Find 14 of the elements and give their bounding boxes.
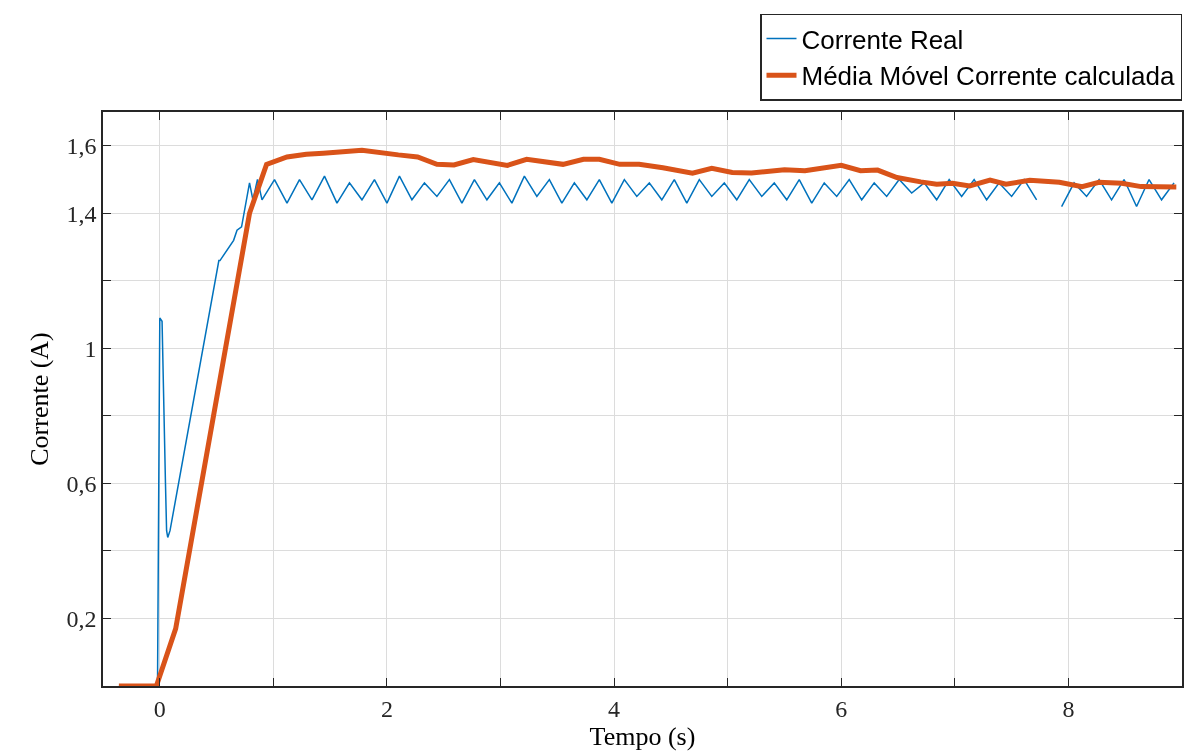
y-tick-label: 0,6 (66, 470, 97, 497)
x-tick-label: 0 (153, 695, 166, 722)
x-tick-label: 6 (835, 695, 848, 722)
y-tick-label: 1 (84, 335, 97, 362)
legend-label: Média Móvel Corrente calculada (801, 61, 1175, 92)
legend-label: Corrente Real (801, 24, 964, 55)
x-axis-title: Tempo (s) (589, 721, 696, 751)
x-tick-label: 8 (1062, 695, 1075, 722)
y-tick-label: 1,4 (66, 200, 97, 227)
y-axis-title: Corrente (A) (25, 332, 55, 466)
y-tick-label: 1,6 (66, 133, 97, 160)
x-tick-label: 2 (380, 695, 393, 722)
y-tick-label: 0,2 (66, 605, 97, 632)
x-tick-label: 4 (608, 695, 621, 722)
